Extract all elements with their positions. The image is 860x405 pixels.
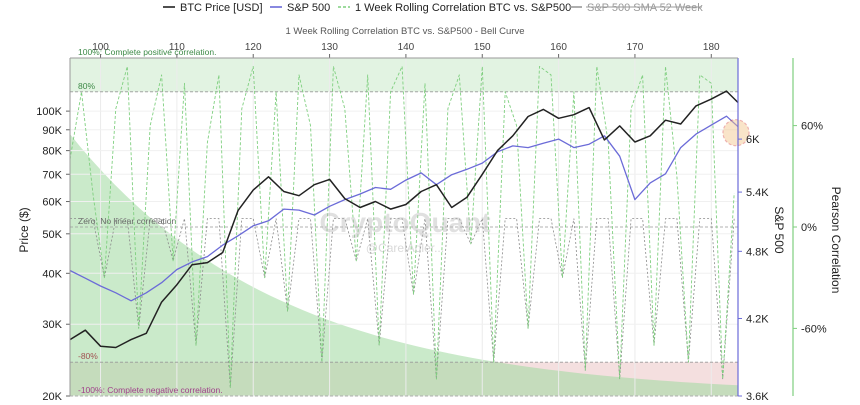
x-tick-label-180: 180 (703, 42, 720, 53)
annotation-80: 80% (78, 81, 95, 91)
y-left-tick-label-80k: 80K (42, 146, 62, 158)
x-tick-label-130: 130 (321, 42, 338, 53)
legend-label-s-p-500-sma-52-week: S&P 500 SMA 52 Week (587, 2, 703, 14)
correlation-line (69, 65, 735, 389)
bell-curve-area (70, 134, 738, 397)
y-sp-tick-label-5-4k: 5.4K (746, 187, 769, 199)
legend: BTC Price [USD] S&P 500 1 Week Rolling Cor… (163, 2, 703, 14)
sp500-line (69, 115, 739, 302)
x-tick-label-160: 160 (550, 42, 567, 53)
watermark: CryptoQuant (319, 207, 490, 238)
x-tick-label-100: 100 (92, 42, 109, 53)
btc-price-line (69, 90, 739, 349)
y-corr-tick-label-0: 0% (801, 222, 817, 234)
y-sp-tick-label-4-2k: 4.2K (746, 313, 769, 325)
chart-subtitle: 1 Week Rolling Correlation BTC vs. S&P50… (285, 26, 524, 37)
y-axis-label-correlation: Pearson Correlation (829, 187, 843, 294)
legend-label-btc-price-usd: BTC Price [USD] (180, 2, 263, 14)
highlight-circle (722, 119, 750, 147)
x-tick-label-120: 120 (245, 42, 262, 53)
x-tick-label-170: 170 (627, 42, 644, 53)
y-axis-label-left: Price ($) (17, 207, 31, 252)
y-left-tick-label-100k: 100K (36, 106, 62, 118)
legend-label-1-week-rolling-correlation-btc-vs-s-p500: 1 Week Rolling Correlation BTC vs. S&P50… (355, 2, 571, 14)
y-left-tick-label-90k: 90K (42, 125, 62, 137)
y-sp-tick-label-6k: 6K (746, 134, 760, 146)
y-corr-tick-label-60: -60% (801, 323, 827, 335)
y-sp-tick-label-4-8k: 4.8K (746, 246, 769, 258)
legend-label-s-p-500: S&P 500 (287, 2, 330, 14)
annotation-100-complete-negative-correlation: -100%: Complete negative correlation. (78, 385, 223, 395)
y-left-tick-label-40k: 40K (42, 268, 62, 280)
gridlines (70, 58, 738, 397)
x-tick-label-140: 140 (398, 42, 415, 53)
positive-correlation-band (70, 58, 738, 92)
x-tick-label-150: 150 (474, 42, 491, 53)
plot-background (70, 58, 738, 397)
correlation-negative-trace (70, 218, 735, 388)
y-sp-tick-label-3-6k: 3.6K (746, 391, 769, 400)
series-lines (69, 65, 750, 389)
watermark-handle: @CarelAdler... (366, 241, 444, 255)
y-left-tick-label-50k: 50K (42, 229, 62, 241)
x-tick-label-110: 110 (169, 42, 185, 53)
y-left-tick-label-60k: 60K (42, 197, 62, 209)
annotation-100-complete-positive-correlation: 100%: Complete positive correlation. (78, 47, 216, 57)
y-left-tick-label-20k: 20K (42, 391, 62, 400)
y-left-tick-label-30k: 30K (42, 319, 62, 331)
y-corr-tick-label-60: 60% (801, 121, 823, 133)
annotation-80: -80% (78, 351, 98, 361)
y-left-tick-label-70k: 70K (42, 169, 62, 181)
y-axis-label-sp500: S&P 500 (772, 206, 786, 253)
